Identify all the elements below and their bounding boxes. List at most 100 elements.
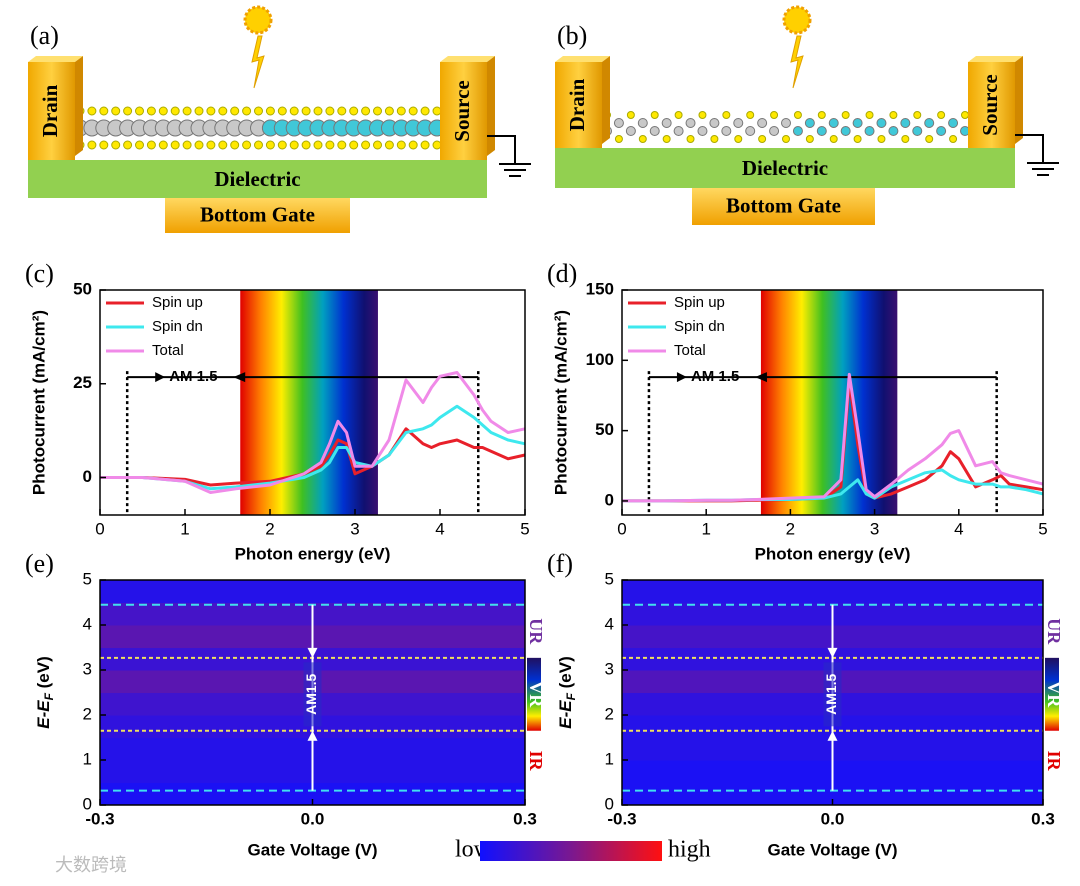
atom-s bbox=[734, 135, 743, 143]
x-tick-label: 5 bbox=[1038, 519, 1047, 538]
atom-s bbox=[829, 135, 838, 143]
atom-s bbox=[289, 140, 299, 150]
annotation: AM1.5 bbox=[823, 673, 839, 714]
atom-s bbox=[384, 106, 394, 116]
y-tick-label: 2 bbox=[605, 704, 614, 723]
y-axis-label: E-EF (eV) bbox=[34, 656, 56, 729]
atom-m bbox=[673, 126, 684, 136]
y-tick-label: 5 bbox=[605, 569, 614, 588]
atom-s bbox=[158, 140, 168, 150]
drain-label: Drain bbox=[38, 84, 62, 137]
heatmap-cell bbox=[622, 580, 1043, 603]
source-top bbox=[440, 56, 495, 62]
y-tick-label: 0 bbox=[83, 794, 92, 813]
atom-s bbox=[782, 135, 790, 143]
atom-s bbox=[373, 140, 382, 150]
atom-m bbox=[816, 126, 827, 136]
dielectric bbox=[28, 160, 487, 198]
atom-s bbox=[793, 111, 802, 119]
atom-s bbox=[111, 106, 121, 116]
atom-s bbox=[349, 106, 359, 116]
atom-m bbox=[709, 118, 720, 128]
atom-s bbox=[170, 106, 180, 116]
atom-s bbox=[265, 106, 275, 116]
x-tick-label: 1 bbox=[701, 519, 710, 538]
series-line bbox=[100, 404, 526, 491]
legend-label: Total bbox=[674, 342, 706, 359]
colorbar bbox=[480, 841, 662, 861]
bolt bbox=[790, 35, 804, 89]
atom-s bbox=[99, 106, 109, 116]
legend-label: Spin up bbox=[152, 294, 203, 311]
y-tick-label: 3 bbox=[605, 659, 614, 678]
atom-s bbox=[384, 140, 394, 150]
atom-s bbox=[206, 140, 216, 150]
atom-s bbox=[230, 106, 240, 116]
dielectric bbox=[555, 148, 1015, 188]
ground-wire bbox=[487, 135, 516, 164]
atom-s bbox=[408, 140, 418, 150]
x-axis-label: Photon energy (eV) bbox=[235, 544, 391, 563]
bottom-gate bbox=[165, 198, 350, 233]
atom-s bbox=[111, 140, 121, 150]
atom-m bbox=[948, 118, 959, 128]
x-tick-label: 0.3 bbox=[513, 809, 537, 828]
region-strip bbox=[527, 657, 541, 731]
atom-m bbox=[625, 126, 636, 136]
panel-label: (c) bbox=[25, 259, 54, 288]
bottom-gate bbox=[692, 188, 875, 225]
x-tick-label: 3 bbox=[870, 519, 879, 538]
atom-s bbox=[313, 140, 323, 150]
annotation: AM 1.5 bbox=[691, 368, 739, 385]
y-axis-label-part: E-E bbox=[34, 700, 53, 729]
x-tick-label: 1 bbox=[180, 519, 189, 538]
atom-s bbox=[889, 111, 898, 119]
source bbox=[440, 62, 487, 160]
atom-s bbox=[432, 106, 442, 116]
atom-s bbox=[265, 140, 275, 150]
atom-s bbox=[674, 111, 683, 119]
spectrum bbox=[760, 290, 898, 515]
x-tick-label: 0.3 bbox=[1031, 809, 1055, 828]
atom-s bbox=[614, 135, 623, 143]
annotation-bg bbox=[303, 662, 322, 727]
dielectric-label: Dielectric bbox=[742, 156, 828, 180]
y-tick-label: 2 bbox=[83, 704, 92, 723]
atom-s bbox=[170, 140, 180, 150]
y-tick-label: 25 bbox=[73, 373, 92, 392]
atom-s bbox=[99, 140, 109, 150]
x-tick-label: -0.3 bbox=[607, 809, 636, 828]
x-tick-label: 2 bbox=[265, 519, 274, 538]
region-strip bbox=[1045, 657, 1059, 731]
atom-m bbox=[745, 126, 756, 136]
legend-label: Spin dn bbox=[674, 318, 725, 335]
atom-s bbox=[182, 106, 192, 116]
atom-s bbox=[396, 106, 406, 116]
atom-s bbox=[710, 135, 719, 143]
plot-frame bbox=[621, 289, 1044, 516]
atom-s bbox=[337, 106, 347, 116]
atom-m bbox=[721, 126, 732, 136]
x-tick-label: 0.0 bbox=[301, 809, 325, 828]
annotation: AM 1.5 bbox=[169, 368, 217, 385]
panel-label: (f) bbox=[547, 549, 573, 578]
series-line bbox=[100, 427, 526, 487]
atom-s bbox=[242, 140, 252, 150]
atom-s bbox=[877, 135, 886, 143]
atom-s bbox=[194, 140, 204, 150]
spectrum bbox=[240, 290, 378, 515]
atom-s bbox=[361, 140, 371, 150]
atom-s bbox=[901, 135, 910, 143]
region-label: UR bbox=[526, 618, 546, 645]
y-tick-label: 4 bbox=[605, 614, 614, 633]
watermark: 大数跨境 bbox=[55, 855, 127, 875]
atom-s bbox=[396, 140, 406, 150]
atom-m bbox=[840, 126, 851, 136]
drain-side bbox=[75, 56, 83, 156]
atom-s bbox=[230, 140, 240, 150]
atom-m bbox=[828, 118, 839, 128]
gate-label: Bottom Gate bbox=[726, 193, 841, 217]
atom-s bbox=[123, 140, 133, 150]
annotation-bg bbox=[823, 662, 842, 727]
heatmap-cell bbox=[622, 782, 1043, 806]
